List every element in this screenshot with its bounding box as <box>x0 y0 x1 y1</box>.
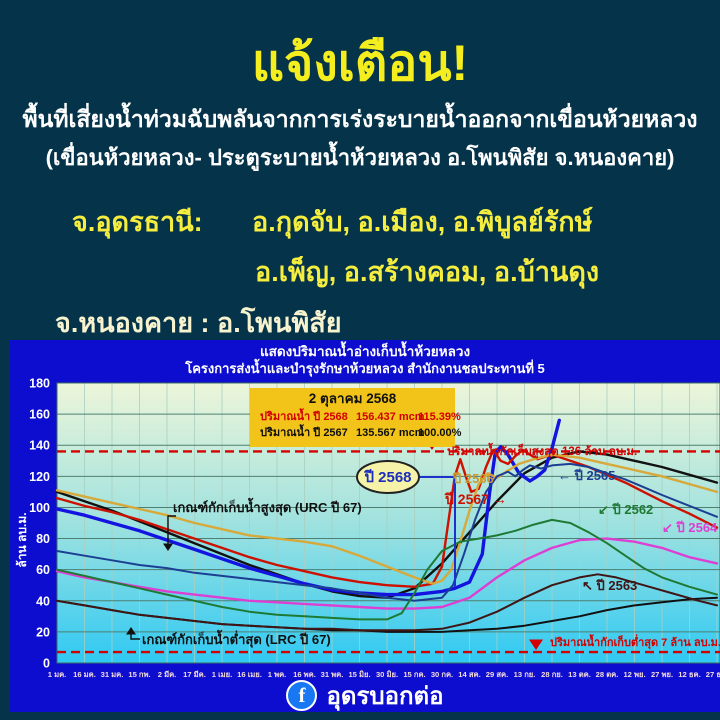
svg-text:เกณฑ์กักเก็บน้ำต่ำสุด (LRC ปี: เกณฑ์กักเก็บน้ำต่ำสุด (LRC ปี 67) <box>142 629 331 648</box>
facebook-icon: f <box>286 679 318 711</box>
svg-text:31 มค.: 31 มค. <box>101 670 124 679</box>
svg-text:15 มิย.: 15 มิย. <box>348 670 370 679</box>
current-year-badge <box>356 460 420 494</box>
svg-text:12 พย.: 12 พย. <box>623 670 645 679</box>
svg-text:15 กค.: 15 กค. <box>403 670 425 679</box>
province-udon-districts-line1: อ.กุดจับ, อ.เมือง, อ.พิบูลย์รักษ์ <box>252 207 593 237</box>
svg-text:160: 160 <box>29 408 50 422</box>
svg-text:17 มีค.: 17 มีค. <box>183 670 206 679</box>
svg-text:ปี 2568: ปี 2568 <box>364 469 412 486</box>
facebook-credit: f อุดรบอกต่อ <box>10 679 720 711</box>
svg-text:1 พค.: 1 พค. <box>268 670 287 679</box>
svg-text:15 กพ.: 15 กพ. <box>128 670 150 679</box>
svg-text:100.00%: 100.00% <box>418 427 462 439</box>
svg-text:156.437 mcm: 156.437 mcm <box>356 411 425 423</box>
svg-text:28 กย.: 28 กย. <box>541 670 563 679</box>
svg-text:135.567 mcm: 135.567 mcm <box>356 427 425 439</box>
svg-text:ปริมาณน้ำ ปี 2567: ปริมาณน้ำ ปี 2567 <box>260 424 348 439</box>
subtitle-line-2: (เขื่อนห้วยหลวง- ประตูระบายน้ำห้วยหลวง อ… <box>45 145 675 170</box>
svg-text:28 ตค.: 28 ตค. <box>596 670 619 679</box>
info-box <box>250 388 455 447</box>
svg-text:ปริมาณน้ำ ปี 2568: ปริมาณน้ำ ปี 2568 <box>260 408 348 423</box>
series-line-ปี 2563 <box>56 573 718 632</box>
svg-text:29 สค.: 29 สค. <box>486 670 508 679</box>
facebook-page-name: อุดรบอกต่อ <box>326 682 444 710</box>
svg-text:↖ ปี 2563: ↖ ปี 2563 <box>582 578 637 593</box>
svg-text:13 ตค.: 13 ตค. <box>568 670 591 679</box>
svg-text:31 พค.: 31 พค. <box>321 670 344 679</box>
svg-text:120: 120 <box>29 470 50 484</box>
reservoir-chart-panel: 2 ตุลาคม 2568 ปริมาณน้ำ ปี 2568 156.437 mc… <box>10 340 720 712</box>
series-line-ปี 2564 <box>55 537 719 610</box>
svg-text:แสดงปริมาณน้ำอ่างเก็บน้ำห้วยหล: แสดงปริมาณน้ำอ่างเก็บน้ำห้วยหลวง <box>260 341 470 359</box>
svg-text:ปี 2567 →: ปี 2567 → <box>444 491 507 507</box>
series-line-ปี 2562 <box>56 518 718 621</box>
svg-text:115.39%: 115.39% <box>418 411 461 423</box>
svg-text:↙ ปี 2562: ↙ ปี 2562 <box>598 502 653 517</box>
svg-text:ปริมาณน้ำกักเก็บสูงสุด 136 ล้า: ปริมาณน้ำกักเก็บสูงสุด 136 ล้าน ลบ.ม. <box>447 442 637 459</box>
svg-text:14 สค.: 14 สค. <box>458 670 480 679</box>
series-line-ปี 2566 <box>55 453 719 585</box>
province-udon-districts-line2: อ.เพ็ญ, อ.สร้างคอม, อ.บ้านดุง <box>255 257 600 287</box>
svg-text:40: 40 <box>36 594 50 608</box>
svg-text:80: 80 <box>36 532 50 546</box>
svg-text:13 กย.: 13 กย. <box>514 670 536 679</box>
series-line-ปี 2565 <box>56 462 718 602</box>
province-nongkhai-line: จ.หนองคาย : อ.โพนพิสัย <box>55 308 342 338</box>
svg-text:16 เมย.: 16 เมย. <box>237 670 262 679</box>
svg-text:100: 100 <box>29 501 50 515</box>
province-udon-label: จ.อุดรธานี: <box>72 207 203 237</box>
svg-text:27 พย.: 27 พย. <box>651 670 673 679</box>
series-line-ปี 2568 <box>55 418 561 597</box>
svg-text:60: 60 <box>36 563 50 577</box>
subtitle-line-1: พื้นที่เสี่ยงน้ำท่วมฉับพลันจากการเร่งระบ… <box>22 106 698 132</box>
svg-text:0: 0 <box>43 657 50 671</box>
svg-text:27 ธค.: 27 ธค. <box>706 670 720 679</box>
svg-text:ปริมาณน้ำกักเก็บต่ำสุด 7 ล้าน: ปริมาณน้ำกักเก็บต่ำสุด 7 ล้าน ลบ.ม. <box>550 634 720 650</box>
y-axis-title: ล้าน ลบ.ม. <box>15 512 29 567</box>
svg-text:140: 140 <box>29 439 50 453</box>
svg-text:16 มค.: 16 มค. <box>73 670 96 679</box>
svg-text:เกณฑ์กักเก็บน้ำสูงสุด (URC ปี: เกณฑ์กักเก็บน้ำสูงสุด (URC ปี 67) <box>173 497 362 516</box>
svg-text:← ปี 2565: ← ปี 2565 <box>558 468 615 483</box>
series-line-ปี 2567 <box>55 448 719 589</box>
svg-text:20: 20 <box>36 625 50 639</box>
svg-text:30 มิย.: 30 มิย. <box>376 670 398 679</box>
svg-text:โครงการส่งน้ำและบำรุงรักษาห้วย: โครงการส่งน้ำและบำรุงรักษาห้วยหลวง สำนัก… <box>184 358 545 377</box>
svg-text:1 เมย.: 1 เมย. <box>212 670 233 679</box>
svg-text:30 กค.: 30 กค. <box>431 670 453 679</box>
svg-text:1 มค.: 1 มค. <box>48 670 67 679</box>
page-title: แจ้งเตือน! <box>251 35 469 91</box>
svg-text:↙ ปี 2564: ↙ ปี 2564 <box>662 520 718 535</box>
svg-text:180: 180 <box>29 377 50 391</box>
svg-text:2 ตุลาคม 2568: 2 ตุลาคม 2568 <box>309 391 397 407</box>
svg-text:12 ธค.: 12 ธค. <box>678 670 700 679</box>
svg-text:2 มีค.: 2 มีค. <box>158 670 177 679</box>
svg-text:ปี 2566: ปี 2566 <box>452 471 494 486</box>
svg-text:16 พค.: 16 พค. <box>293 670 316 679</box>
